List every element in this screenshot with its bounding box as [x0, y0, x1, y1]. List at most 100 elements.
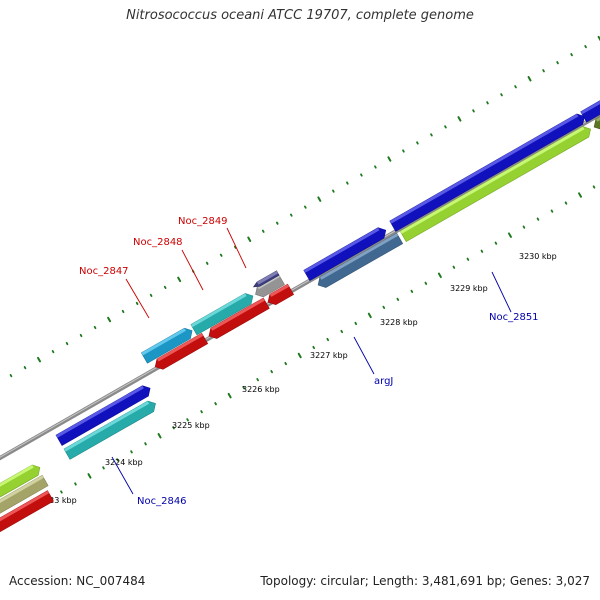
outer-tick-minor	[116, 458, 119, 462]
inner-tick-major	[317, 196, 322, 202]
outer-tick-minor	[326, 337, 330, 342]
outer-tick-minor	[396, 297, 400, 301]
inner-tick-minor	[9, 374, 13, 378]
outer-tick-major	[578, 192, 583, 198]
outer-tick-minor	[200, 410, 203, 414]
inner-tick-minor	[233, 245, 237, 249]
scale-tick-label: 3227 kbp	[310, 351, 348, 360]
outer-tick-minor	[564, 201, 568, 205]
outer-tick-minor	[214, 402, 217, 406]
gene-feature-highlight	[64, 401, 150, 452]
inner-tick-minor	[570, 53, 573, 57]
inner-tick-major	[177, 276, 182, 283]
gene-label-leader	[491, 271, 512, 313]
gene-feature-highlight	[157, 333, 204, 362]
outer-tick-minor	[270, 369, 273, 374]
outer-tick-major	[87, 473, 92, 479]
scale-tick-label: 3223 kbp	[39, 496, 77, 505]
gene-label: Noc_2848	[133, 237, 183, 248]
outer-tick-minor	[102, 466, 105, 470]
gene-feature	[0, 490, 54, 533]
outer-tick-minor	[256, 378, 259, 382]
inner-tick-minor	[542, 69, 545, 73]
inner-tick-major	[387, 156, 392, 162]
inner-tick-minor	[275, 221, 279, 225]
gene-feature	[208, 297, 270, 339]
inner-tick-minor	[135, 301, 139, 306]
outer-tick-minor	[592, 185, 596, 189]
inner-tick-minor	[65, 341, 69, 346]
gene-label-leader	[226, 227, 247, 269]
outer-tick-major	[227, 392, 232, 399]
outer-tick-minor	[60, 490, 63, 494]
gene-feature-highlight	[580, 100, 600, 115]
gene-label: Noc_2851	[489, 312, 539, 323]
outer-tick-minor	[480, 249, 484, 253]
gene-label-leader	[353, 336, 375, 375]
inner-tick-minor	[514, 85, 517, 89]
gene-feature-highlight	[190, 293, 247, 328]
outer-tick-minor	[354, 321, 358, 326]
gene-feature-highlight	[303, 227, 380, 273]
gene-feature	[267, 283, 295, 306]
inner-tick-minor	[51, 349, 55, 354]
outer-tick-minor	[186, 418, 189, 422]
outer-tick-minor	[130, 450, 133, 454]
gene-feature	[255, 273, 285, 298]
outer-tick-major	[297, 352, 302, 359]
inner-tick-major	[247, 236, 252, 242]
outer-tick-minor	[242, 386, 245, 390]
outer-tick-minor	[550, 209, 554, 213]
inner-tick-minor	[332, 189, 335, 193]
inner-tick-minor	[149, 293, 153, 298]
inner-tick-minor	[584, 45, 587, 49]
outer-tick-minor	[340, 329, 344, 334]
scale-tick-label: 3229 kbp	[450, 284, 488, 293]
gene-feature-highlight	[210, 298, 265, 331]
outer-tick-minor	[284, 361, 287, 366]
gene-label: argJ	[374, 376, 393, 387]
inner-tick-minor	[472, 109, 475, 113]
inner-tick-minor	[219, 253, 223, 257]
gene-label: Noc_2846	[137, 496, 187, 507]
inner-tick-minor	[374, 165, 377, 169]
inner-tick-minor	[163, 285, 167, 289]
gene-label: Noc_2847	[79, 266, 129, 277]
outer-tick-major	[157, 433, 162, 439]
inner-tick-major	[37, 356, 42, 363]
gene-feature-highlight	[56, 385, 144, 438]
inner-tick-major	[527, 76, 532, 82]
gene-feature-highlight	[0, 490, 49, 522]
inner-tick-minor	[444, 125, 447, 129]
outer-tick-minor	[172, 426, 175, 430]
gene-feature-highlight	[389, 113, 579, 224]
outer-tick-minor	[424, 281, 428, 285]
inner-tick-minor	[430, 133, 433, 137]
inner-tick-minor	[346, 181, 349, 185]
inner-tick-minor	[556, 61, 559, 65]
outer-tick-minor	[382, 305, 386, 309]
inner-tick-minor	[23, 366, 27, 370]
outer-tick-minor	[410, 289, 414, 293]
inner-tick-minor	[360, 173, 363, 177]
inner-tick-minor	[205, 261, 209, 265]
gene-label-leader	[111, 456, 134, 495]
gene-label: Noc_2849	[178, 216, 228, 227]
outer-tick-minor	[144, 442, 147, 446]
inner-tick-minor	[486, 101, 489, 105]
gene-feature-highlight	[400, 126, 585, 234]
gene-label-leader	[125, 278, 150, 319]
map-title: Nitrosococcus oceani ATCC 19707, complet…	[126, 8, 474, 23]
inner-tick-minor	[121, 309, 125, 314]
outer-tick-major	[507, 232, 512, 238]
footer-info: Topology: circular; Length: 3,481,691 bp…	[260, 574, 590, 588]
inner-tick-minor	[500, 93, 503, 97]
gene-feature	[0, 474, 49, 514]
gene-feature-highlight	[595, 116, 600, 122]
scale-tick-label: 3226 kbp	[242, 385, 280, 394]
outer-tick-minor	[536, 217, 540, 221]
gene-feature	[154, 332, 209, 370]
gene-feature-highlight	[319, 233, 399, 280]
gene-feature-highlight	[141, 328, 186, 356]
